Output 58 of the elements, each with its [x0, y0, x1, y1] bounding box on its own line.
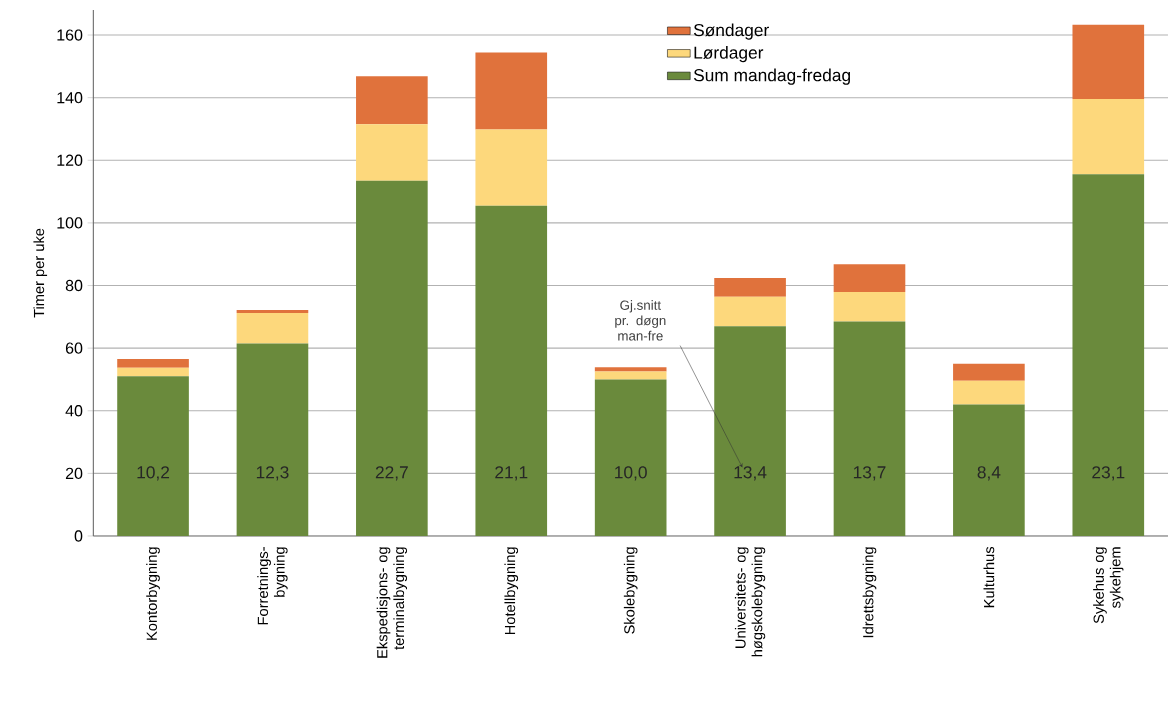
- bar: [236, 313, 309, 344]
- bar: [953, 363, 1025, 381]
- bar: [356, 76, 428, 125]
- bar: [953, 380, 1025, 405]
- bar: [117, 359, 189, 369]
- bar: [833, 264, 906, 293]
- bar: [356, 180, 428, 537]
- x-tick-label: Skolebygning: [623, 547, 638, 634]
- bar: [714, 326, 786, 537]
- legend-label: Søndager: [693, 23, 769, 40]
- annotation: 10,2: [137, 466, 170, 481]
- annotation: Gj.snitt pr. døgn man-fre: [615, 300, 666, 341]
- legend-label: Lørdager: [694, 46, 764, 63]
- x-tick-label: Kontorbygning: [146, 547, 160, 640]
- x-tick-label: Forretnings-bygning: [257, 547, 288, 625]
- y-axis-title: Timer per uke: [33, 228, 48, 318]
- annotation: 13,7: [853, 466, 886, 481]
- bar: [594, 379, 667, 537]
- y-tick-label: 60: [65, 342, 83, 354]
- x-tick-label: Hotellbygning: [504, 547, 519, 635]
- y-tick-label: 120: [57, 154, 83, 167]
- x-tick-label: Ekspedisjons- og terminalbygning: [376, 547, 408, 658]
- bar: [1072, 24, 1145, 100]
- y-tick-label: 140: [57, 92, 83, 104]
- bar: [236, 343, 309, 537]
- bar: [356, 124, 428, 181]
- bar: [117, 376, 189, 537]
- bar: [714, 278, 786, 297]
- bar: [714, 296, 786, 327]
- y-tick-label: 40: [65, 405, 83, 417]
- annotation: 12,3: [256, 466, 289, 481]
- x-tick-label: Universitets- og høgskolebygning: [734, 547, 766, 657]
- y-tick-label: 160: [57, 29, 83, 41]
- legend-label: Sum mandag-fredag: [693, 68, 851, 85]
- bar: [1072, 174, 1145, 537]
- y-tick-label: 20: [65, 467, 83, 480]
- x-tick-label: Kulturhus: [983, 547, 995, 608]
- y-tick-label: 100: [57, 217, 83, 229]
- y-tick-label: 0: [74, 530, 83, 542]
- x-tick-label: Idrettsbygning: [862, 547, 877, 638]
- bar: [475, 205, 548, 537]
- annotation: 13,4: [734, 466, 767, 481]
- annotation: 8,4: [977, 466, 1001, 481]
- annotation: 23,1: [1092, 466, 1125, 481]
- bar: [833, 292, 906, 322]
- bar: [833, 321, 906, 537]
- x-tick-label: Sykehus og sykehjem: [1093, 547, 1124, 624]
- annotation: 21,1: [495, 466, 528, 481]
- bar: [117, 368, 189, 377]
- bar: [594, 367, 667, 372]
- bar: [475, 129, 548, 206]
- annotation: 10,0: [615, 466, 647, 481]
- annotation: 22,7: [375, 466, 408, 481]
- bar: [953, 404, 1025, 537]
- bar: [475, 52, 548, 130]
- bar: [1072, 99, 1145, 175]
- y-tick-label: 80: [65, 280, 83, 292]
- bar: [236, 310, 309, 314]
